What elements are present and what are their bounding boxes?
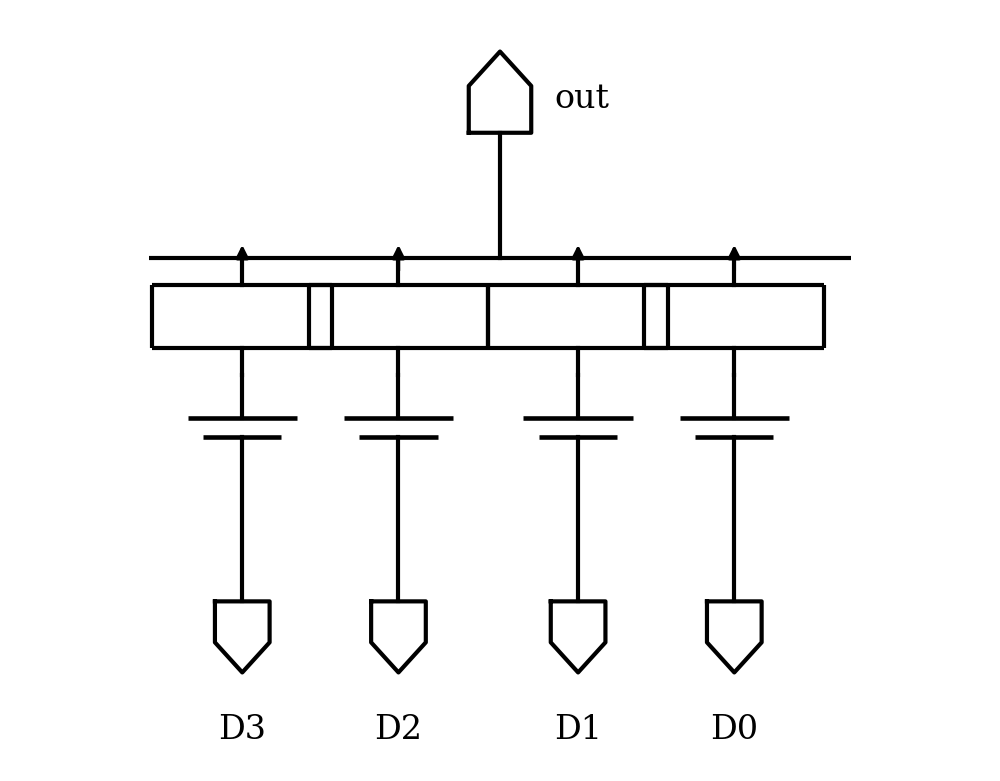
Text: D3: D3: [218, 715, 266, 746]
Text: D2: D2: [374, 715, 422, 746]
Text: out: out: [555, 83, 610, 115]
Text: D0: D0: [710, 715, 758, 746]
Text: D1: D1: [554, 715, 602, 746]
